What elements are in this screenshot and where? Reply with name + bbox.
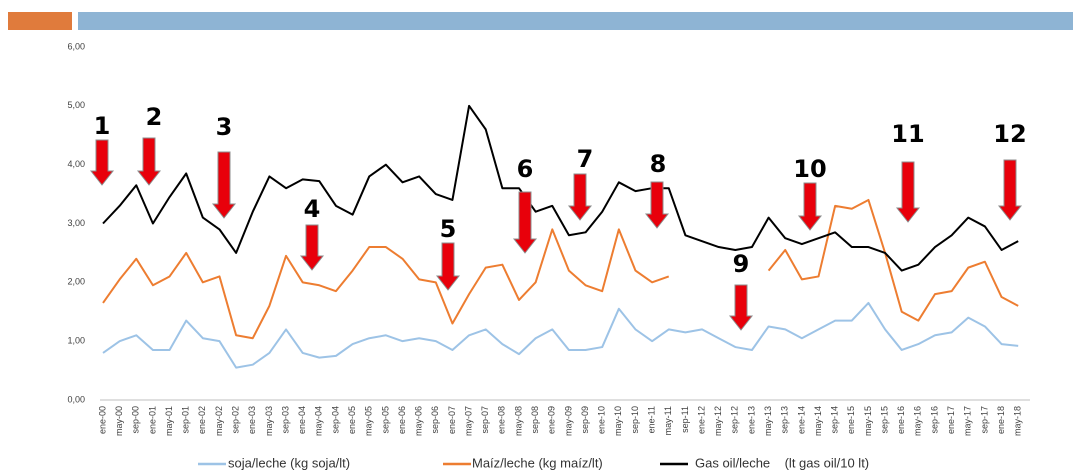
x-tick-label: sep-13	[780, 406, 790, 434]
arrow	[797, 182, 823, 231]
x-tick-label: may-05	[364, 406, 374, 436]
arrow	[567, 173, 593, 221]
x-tick-label: ene-09	[547, 406, 557, 434]
x-tick-label: may-01	[164, 406, 174, 436]
arrow	[136, 137, 162, 186]
x-tick-label: may-02	[214, 406, 224, 436]
y-tick-label: 6,00	[67, 41, 85, 51]
annotation: 3	[216, 113, 233, 141]
annotation: 10	[793, 155, 826, 183]
y-tick-label: 4,00	[67, 159, 85, 169]
x-tick-label: ene-13	[746, 406, 756, 434]
x-tick-label: sep-05	[380, 406, 390, 434]
x-tick-label: sep-01	[181, 406, 191, 434]
x-tick-label: ene-01	[147, 406, 157, 434]
legend-label: soja/leche (kg soja/lt)	[228, 455, 350, 470]
y-tick-label: 2,00	[67, 277, 85, 287]
x-tick-label: may-18	[1013, 406, 1023, 436]
x-tick-label: sep-16	[929, 406, 939, 434]
x-tick-label: may-10	[613, 406, 623, 436]
x-tick-label: ene-05	[347, 406, 357, 434]
x-tick-label: ene-14	[796, 406, 806, 434]
x-tick-label: may-00	[114, 406, 124, 436]
x-tick-label: ene-17	[946, 406, 956, 434]
x-tick-label: sep-04	[330, 406, 340, 434]
y-tick-label: 5,00	[67, 100, 85, 110]
x-tick-label: sep-12	[730, 406, 740, 434]
arrow	[997, 159, 1023, 221]
x-tick-label: sep-06	[430, 406, 440, 434]
x-tick-label: ene-10	[597, 406, 607, 434]
x-tick-label: may-17	[963, 406, 973, 436]
x-tick-label: ene-06	[397, 406, 407, 434]
arrow	[89, 139, 115, 186]
arrow	[895, 161, 921, 223]
x-tick-label: may-03	[264, 406, 274, 436]
y-tick-label: 3,00	[67, 218, 85, 228]
x-tick-label: ene-18	[996, 406, 1006, 434]
annotation: 8	[650, 150, 667, 178]
x-tick-label: may-12	[713, 406, 723, 436]
x-tick-label: sep-14	[830, 406, 840, 434]
x-tick-label: sep-03	[280, 406, 290, 434]
x-tick-label: sep-17	[979, 406, 989, 434]
x-tick-label: sep-07	[480, 406, 490, 434]
x-tick-label: ene-11	[646, 406, 656, 433]
arrow	[644, 181, 670, 229]
x-tick-label: may-04	[314, 406, 324, 436]
header-bar	[78, 12, 1073, 30]
x-tick-label: may-11	[663, 406, 673, 435]
annotation: 7	[577, 145, 594, 173]
x-tick-label: may-06	[414, 406, 424, 436]
x-tick-label: may-15	[863, 406, 873, 436]
annotation: 11	[891, 120, 924, 148]
x-tick-label: sep-11	[680, 406, 690, 433]
series-line	[102, 198, 1019, 340]
annotation: 9	[733, 250, 750, 278]
x-tick-label: sep-10	[630, 406, 640, 434]
x-tick-label: ene-16	[896, 406, 906, 434]
x-tick-label: sep-09	[580, 406, 590, 434]
annotation: 4	[304, 195, 321, 223]
x-tick-label: may-09	[563, 406, 573, 436]
annotation: 6	[517, 155, 534, 183]
header-accent	[8, 12, 72, 30]
arrow	[211, 151, 237, 219]
x-tick-label: ene-02	[197, 406, 207, 434]
x-tick-label: ene-07	[447, 406, 457, 434]
x-tick-label: ene-15	[846, 406, 856, 434]
annotation: 5	[440, 215, 457, 243]
annotation: 12	[993, 120, 1026, 148]
annotation: 1	[94, 112, 111, 140]
x-tick-label: may-14	[813, 406, 823, 436]
x-tick-label: sep-15	[879, 406, 889, 434]
x-tick-label: may-07	[463, 406, 473, 436]
x-tick-label: may-16	[913, 406, 923, 436]
x-tick-label: sep-00	[131, 406, 141, 434]
x-tick-label: ene-08	[497, 406, 507, 434]
series-line	[102, 301, 1019, 369]
x-tick-label: ene-00	[97, 406, 107, 434]
x-tick-label: ene-03	[247, 406, 257, 434]
annotation: 2	[146, 103, 163, 131]
x-tick-label: ene-12	[696, 406, 706, 434]
legend-label: Gas oil/leche (lt gas oil/10 lt)	[695, 455, 869, 470]
arrow	[435, 242, 461, 291]
x-tick-label: may-08	[513, 406, 523, 436]
x-tick-label: ene-04	[297, 406, 307, 434]
legend-label: Maíz/leche (kg maíz/lt)	[472, 455, 603, 470]
arrow	[512, 191, 538, 254]
x-tick-label: sep-08	[530, 406, 540, 434]
arrow	[728, 284, 754, 331]
series-line	[102, 104, 1019, 272]
x-tick-label: sep-02	[230, 406, 240, 434]
y-tick-label: 0,00	[67, 394, 85, 404]
x-tick-label: may-13	[763, 406, 773, 436]
y-tick-label: 1,00	[67, 336, 85, 346]
arrow	[299, 224, 325, 271]
